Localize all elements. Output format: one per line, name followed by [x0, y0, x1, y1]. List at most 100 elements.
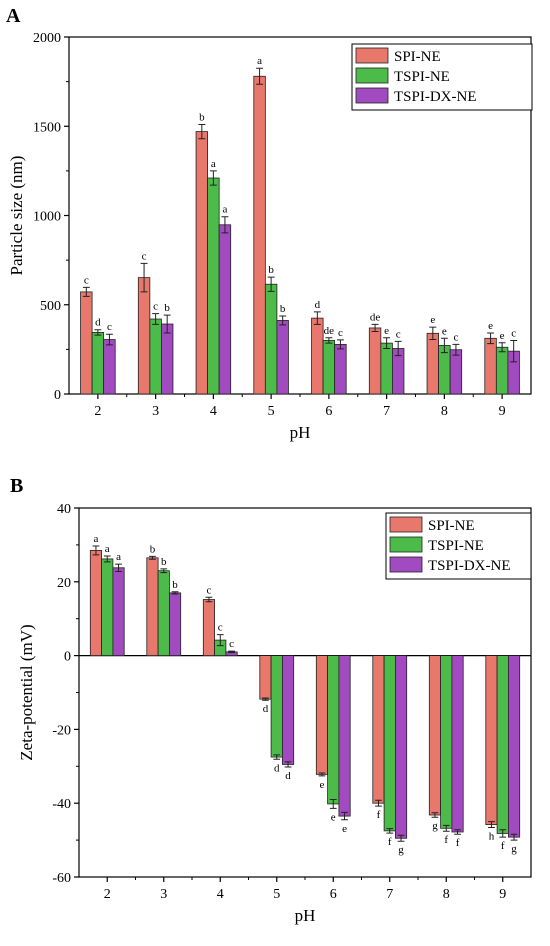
error-bar: [205, 596, 213, 603]
significance-letter: c: [396, 328, 401, 340]
significance-letter: d: [263, 703, 269, 715]
panel-letter: A: [6, 5, 21, 27]
y-tick-label: 1500: [33, 120, 61, 135]
significance-letter: a: [94, 533, 99, 545]
significance-letter: c: [207, 584, 212, 596]
bar-tspi-ne-ph4: [207, 177, 220, 395]
bar-tspi-dx-ne-ph8: [451, 655, 464, 833]
significance-letter: f: [456, 837, 460, 849]
panel-letter: B: [10, 475, 23, 497]
significance-letter: e: [500, 330, 505, 342]
bar-spi-ne-ph9: [485, 655, 498, 826]
significance-letter: c: [453, 331, 458, 343]
error-bar: [267, 276, 275, 292]
bar-tspi-dx-ne-ph5: [281, 655, 295, 765]
error-bar: [499, 829, 507, 838]
x-tick-label: 7: [383, 404, 390, 419]
error-bar: [313, 311, 321, 325]
error-bar: [429, 326, 437, 341]
legend-label: TSPI-DX-NE: [394, 89, 477, 105]
significance-letter: b: [199, 111, 205, 123]
bar-tspi-ne-ph2: [91, 332, 105, 395]
legend: SPI-NE TSPI-NE TSPI-DX-NE: [351, 43, 533, 111]
y-tick-label: 20: [57, 576, 71, 591]
bar-tspi-ne-ph7: [380, 342, 393, 395]
bar-tspi-dx-ne-ph8: [449, 349, 463, 395]
legend-label: TSPI-DX-NE: [428, 558, 511, 574]
bar-tspi-ne-ph5: [264, 283, 278, 395]
significance-letter: de: [324, 325, 335, 337]
y-tick-label: -40: [52, 797, 71, 812]
significance-letter: e: [331, 811, 336, 823]
significance-letter: d: [315, 299, 321, 311]
y-tick-label: 2000: [33, 31, 61, 46]
error-bar: [152, 313, 160, 325]
x-tick-label: 9: [499, 404, 506, 419]
x-tick-label: 2: [94, 404, 101, 419]
significance-letter: b: [268, 264, 274, 276]
legend-label: TSPI-NE: [394, 69, 450, 85]
x-tick-label: 9: [499, 887, 506, 902]
error-bar: [273, 754, 281, 760]
y-tick-label: 1000: [33, 210, 61, 225]
significance-letter: f: [444, 834, 448, 846]
bar-tspi-ne-ph3: [149, 318, 162, 395]
bar-spi-ne-ph6: [315, 655, 328, 775]
significance-letter: c: [153, 301, 158, 313]
legend-label: SPI-NE: [428, 518, 475, 534]
error-bar: [149, 555, 156, 560]
bar-tspi-ne-ph9: [496, 655, 509, 834]
bar-spi-ne-ph9: [484, 337, 497, 395]
error-bar: [171, 591, 179, 595]
bar-tspi-dx-ne-ph9: [507, 655, 521, 838]
legend-swatch: [355, 47, 389, 64]
bar-tspi-ne-ph8: [440, 655, 453, 829]
error-bar: [221, 216, 229, 234]
x-axis-title: pH: [290, 423, 311, 442]
error-bar: [440, 337, 448, 354]
bar-spi-ne-ph2: [89, 550, 103, 656]
error-bar: [375, 799, 382, 807]
significance-letter: c: [218, 622, 223, 634]
error-bar: [284, 761, 292, 768]
error-bar: [341, 811, 348, 821]
error-bar: [262, 697, 269, 701]
significance-letter: a: [211, 158, 216, 170]
bar-tspi-dx-ne-ph7: [394, 655, 408, 839]
bar-spi-ne-ph7: [372, 655, 385, 804]
significance-letter: g: [398, 844, 404, 856]
error-bar: [397, 834, 405, 842]
legend-label: TSPI-NE: [428, 538, 484, 554]
bar-tspi-ne-ph6: [322, 340, 336, 395]
significance-letter: e: [342, 823, 347, 835]
legend-swatch: [355, 67, 389, 84]
x-tick-label: 6: [330, 887, 337, 902]
significance-letter: f: [388, 836, 392, 848]
y-tick-label: 500: [40, 299, 61, 314]
bar-tspi-dx-ne-ph3: [168, 592, 182, 656]
significance-letter: c: [142, 250, 147, 262]
error-bar: [103, 555, 111, 563]
significance-letter: e: [384, 325, 389, 337]
x-tick-label: 5: [268, 404, 275, 419]
significance-letter: c: [107, 321, 112, 333]
significance-letter: b: [161, 556, 167, 568]
y-tick-label: -60: [52, 871, 71, 886]
legend-label: SPI-NE: [394, 49, 441, 65]
x-tick-label: 4: [217, 887, 224, 902]
error-bar: [487, 332, 495, 345]
error-bar: [209, 170, 217, 186]
error-bar: [92, 545, 100, 556]
error-bar: [163, 314, 171, 334]
error-bar: [256, 67, 264, 85]
legend-swatch: [389, 516, 423, 533]
legend-swatch: [389, 536, 423, 553]
significance-letter: e: [320, 779, 325, 791]
error-bar: [442, 824, 450, 832]
error-bar: [105, 333, 113, 346]
error-bar: [115, 563, 122, 572]
bar-spi-ne-ph2: [80, 291, 93, 395]
bar-tspi-dx-ne-ph2: [112, 567, 125, 657]
significance-letter: b: [164, 302, 170, 314]
significance-letter: b: [150, 543, 156, 555]
